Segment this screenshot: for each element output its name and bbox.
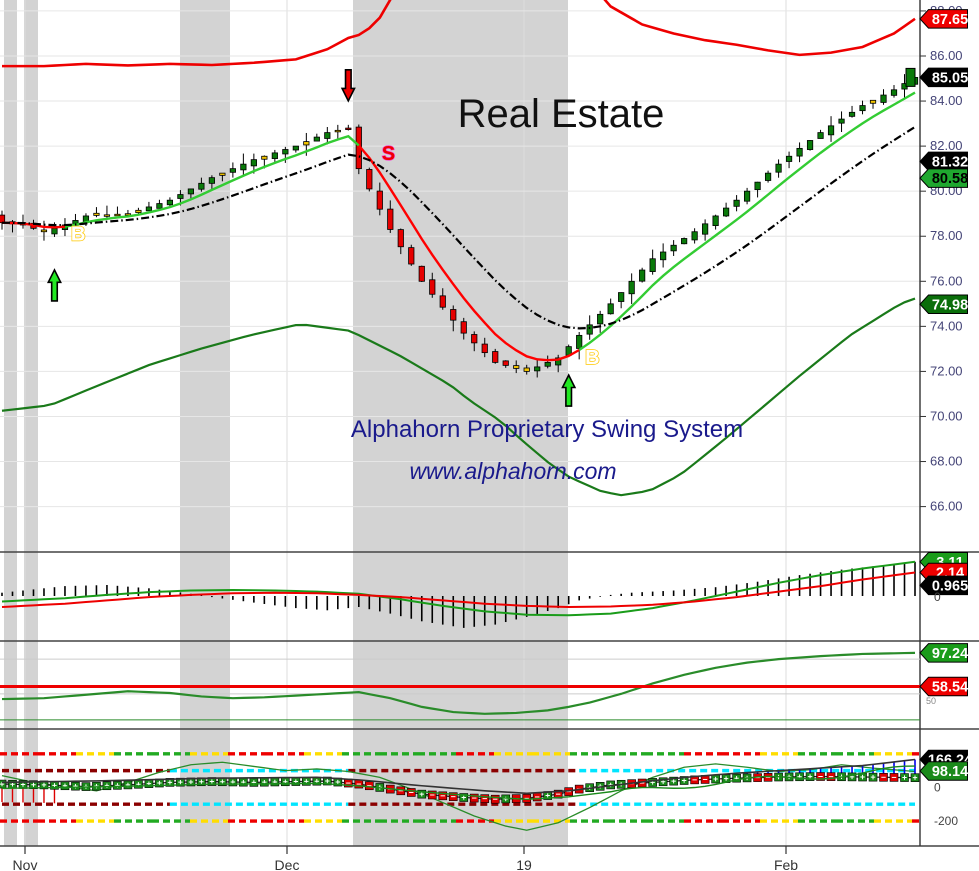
svg-text:50: 50 bbox=[926, 696, 936, 706]
svg-text:87.65: 87.65 bbox=[932, 12, 968, 28]
svg-text:-200: -200 bbox=[934, 814, 958, 828]
svg-text:Alphahorn Proprietary Swing Sy: Alphahorn Proprietary Swing System bbox=[351, 416, 743, 443]
svg-text:68.00: 68.00 bbox=[930, 454, 963, 469]
svg-text:84.00: 84.00 bbox=[930, 93, 963, 108]
svg-text:81.32: 81.32 bbox=[932, 154, 968, 170]
svg-text:86.00: 86.00 bbox=[930, 48, 963, 63]
svg-text:82.00: 82.00 bbox=[930, 138, 963, 153]
svg-text:72.00: 72.00 bbox=[930, 363, 963, 378]
svg-text:74.98: 74.98 bbox=[932, 297, 968, 313]
svg-text:0: 0 bbox=[934, 590, 941, 604]
svg-text:Nov: Nov bbox=[13, 857, 38, 871]
svg-text:Dec: Dec bbox=[275, 857, 300, 871]
svg-text:Real Estate: Real Estate bbox=[458, 92, 665, 136]
svg-text:80.58: 80.58 bbox=[932, 171, 968, 187]
svg-text:0: 0 bbox=[934, 780, 941, 794]
svg-text:66.00: 66.00 bbox=[930, 499, 963, 514]
svg-text:74.00: 74.00 bbox=[930, 318, 963, 333]
svg-text:www.alphahorn.com: www.alphahorn.com bbox=[409, 458, 616, 484]
svg-text:S: S bbox=[382, 143, 395, 165]
svg-text:B: B bbox=[585, 347, 599, 369]
svg-text:58.54: 58.54 bbox=[932, 679, 968, 695]
svg-text:85.05: 85.05 bbox=[932, 70, 968, 86]
svg-text:78.00: 78.00 bbox=[930, 228, 963, 243]
svg-text:B: B bbox=[71, 224, 85, 246]
svg-text:97.24: 97.24 bbox=[932, 646, 968, 662]
svg-text:70.00: 70.00 bbox=[930, 408, 963, 423]
svg-text:Feb: Feb bbox=[774, 857, 798, 871]
svg-text:98.14: 98.14 bbox=[932, 764, 968, 780]
svg-text:19: 19 bbox=[516, 857, 532, 871]
svg-text:76.00: 76.00 bbox=[930, 273, 963, 288]
